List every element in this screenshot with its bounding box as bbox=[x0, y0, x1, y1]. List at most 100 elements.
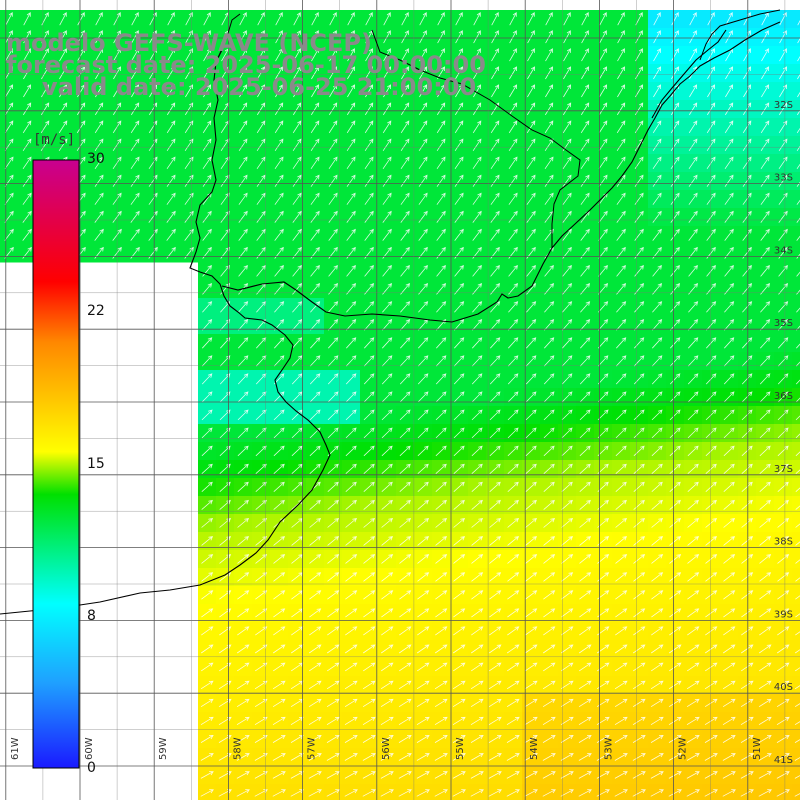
wind-arrow bbox=[326, 662, 340, 672]
wind-arrow bbox=[363, 445, 375, 457]
wind-arrow bbox=[617, 66, 626, 80]
wind-arrow bbox=[310, 210, 320, 223]
wind-arrow bbox=[453, 590, 466, 600]
wind-arrow bbox=[761, 30, 769, 44]
wind-arrow bbox=[653, 12, 661, 26]
wind-arrow bbox=[436, 120, 446, 134]
wind-arrow bbox=[382, 120, 392, 134]
wind-arrow bbox=[506, 680, 520, 690]
wind-arrow bbox=[740, 734, 754, 743]
wind-arrow bbox=[380, 734, 394, 743]
wind-cell bbox=[306, 784, 325, 800]
wind-arrow bbox=[470, 789, 484, 797]
wind-arrow bbox=[453, 463, 465, 474]
wind-arrow bbox=[508, 120, 518, 134]
wind-arrow bbox=[416, 716, 430, 726]
wind-arrow bbox=[381, 517, 394, 528]
wind-arrow bbox=[200, 753, 214, 761]
wind-arrow bbox=[435, 481, 447, 492]
wind-arrow bbox=[615, 445, 627, 457]
wind-arrow bbox=[344, 680, 358, 690]
wind-arrow bbox=[471, 499, 483, 510]
wind-arrow bbox=[652, 210, 662, 223]
wind-arrow bbox=[688, 102, 698, 116]
wind-arrow bbox=[400, 282, 411, 295]
wind-arrow bbox=[579, 499, 591, 510]
wind-arrow bbox=[201, 626, 214, 636]
wind-arrow bbox=[578, 662, 592, 672]
wind-arrow bbox=[687, 626, 700, 636]
wind-arrow bbox=[167, 30, 175, 44]
wind-arrow bbox=[272, 753, 286, 761]
wind-arrow bbox=[761, 66, 770, 80]
wind-arrow bbox=[435, 626, 448, 636]
wind-arrow bbox=[237, 499, 249, 510]
wind-arrow bbox=[344, 644, 358, 654]
wind-arrow bbox=[668, 789, 682, 797]
wind-arrow bbox=[759, 608, 772, 618]
wind-arrow bbox=[614, 753, 628, 761]
wind-arrow bbox=[310, 301, 321, 313]
wind-arrow bbox=[759, 445, 771, 457]
wind-arrow bbox=[309, 517, 322, 528]
wind-arrow bbox=[562, 264, 572, 277]
wind-arrow bbox=[452, 789, 466, 797]
wind-arrow bbox=[76, 120, 86, 134]
wind-arrow bbox=[453, 517, 466, 528]
wind-arrow bbox=[725, 84, 734, 98]
wind-arrow bbox=[364, 337, 375, 349]
wind-arrow bbox=[581, 84, 590, 98]
wind-arrow bbox=[596, 753, 610, 761]
wind-arrow bbox=[327, 517, 340, 528]
wind-arrow bbox=[687, 590, 700, 600]
wind-arrow bbox=[202, 319, 213, 331]
lon-label: 52W bbox=[678, 737, 689, 760]
wind-arrow bbox=[507, 427, 519, 439]
wind-arrow bbox=[563, 84, 572, 98]
wind-arrow bbox=[524, 789, 538, 797]
forecast-date: forecast date: 2025-06-17 00:00:00 bbox=[6, 51, 486, 79]
wind-arrow bbox=[760, 102, 770, 116]
wind-arrow bbox=[796, 199, 800, 205]
wind-arrow bbox=[507, 499, 519, 510]
wind-arrow bbox=[418, 301, 429, 313]
wind-arrow bbox=[669, 409, 681, 421]
wind-arrow bbox=[471, 445, 483, 457]
wind-arrow bbox=[327, 626, 340, 636]
wind-arrow bbox=[687, 391, 699, 403]
wind-arrow bbox=[651, 427, 663, 439]
wind-arrow bbox=[41, 66, 50, 80]
wind-arrow bbox=[543, 427, 555, 439]
wind-arrow bbox=[544, 174, 554, 187]
wind-arrow bbox=[741, 517, 754, 528]
wind-arrow bbox=[326, 734, 340, 743]
wind-arrow bbox=[778, 174, 788, 187]
wind-arrow bbox=[202, 102, 212, 116]
wind-arrow bbox=[615, 536, 628, 546]
wind-arrow bbox=[508, 301, 519, 313]
wind-arrow bbox=[634, 337, 645, 349]
wind-arrow bbox=[560, 698, 574, 708]
wind-arrow bbox=[632, 716, 646, 726]
wind-arrow bbox=[202, 228, 212, 241]
wind-arrow bbox=[453, 445, 465, 457]
wind-arrow bbox=[131, 12, 139, 26]
wind-arrow bbox=[688, 192, 698, 205]
wind-cell bbox=[738, 784, 757, 800]
wind-arrow bbox=[401, 12, 409, 26]
wind-arrow bbox=[794, 703, 800, 708]
wind-arrow bbox=[794, 775, 800, 779]
wind-arrow bbox=[310, 138, 320, 152]
wind-arrow bbox=[381, 608, 394, 618]
wind-arrow bbox=[740, 753, 754, 761]
wind-arrow bbox=[200, 771, 214, 779]
wind-arrow bbox=[615, 590, 628, 600]
wind-arrow bbox=[455, 48, 463, 62]
wind-arrow bbox=[364, 319, 375, 331]
wind-arrow bbox=[616, 264, 626, 277]
wind-arrow bbox=[347, 84, 356, 98]
wind-arrow bbox=[455, 30, 463, 44]
wind-arrow bbox=[580, 264, 590, 277]
